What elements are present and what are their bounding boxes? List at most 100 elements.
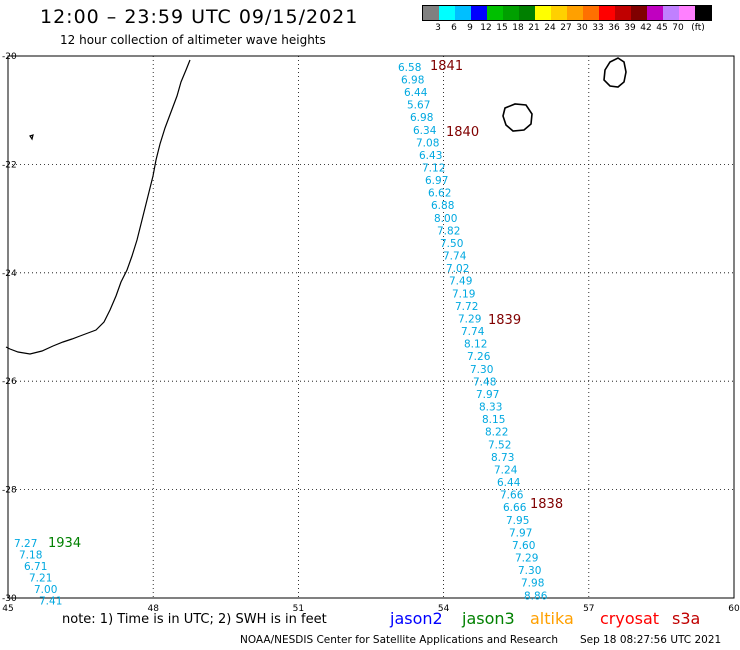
latitude-label: -30 <box>2 594 17 604</box>
pass-time-label: 1841 <box>430 59 463 74</box>
color-legend: 3 6 9 12 15 18 21 24 27 30 33 36 39 42 45 70 (ft) <box>422 5 712 37</box>
legend-tick-label: (ft) <box>691 23 705 33</box>
wave-height-label: 7.30 <box>470 364 493 376</box>
legend-tick-label: 9 <box>467 23 473 33</box>
legend-swatch <box>455 6 471 20</box>
legend-tick-label: 33 <box>592 23 604 33</box>
mauritius-island <box>603 57 627 88</box>
wave-height-label: 6.98 <box>410 112 433 124</box>
legend-swatch <box>679 6 695 20</box>
pass-time-label: 1840 <box>446 125 479 140</box>
pass-time-label: 1838 <box>530 497 563 512</box>
latitude-label: -26 <box>2 377 17 387</box>
legend-ticks: 3 6 9 12 15 18 21 24 27 30 33 36 39 42 45 70 (ft) <box>422 21 712 35</box>
generated-timestamp: Sep 18 08:27:56 UTC 2021 <box>580 634 722 646</box>
coastline <box>5 57 627 355</box>
legend-swatches <box>422 5 712 21</box>
wave-height-label: 7.08 <box>416 137 439 149</box>
legend-swatch <box>439 6 455 20</box>
chart-subtitle: 12 hour collection of altimeter wave hei… <box>60 33 326 47</box>
wave-height-label: 7.24 <box>494 464 518 476</box>
satellite-jason3: jason3 <box>462 609 515 628</box>
madagascar-coastline <box>5 59 191 355</box>
pass-time-label: 1839 <box>488 313 521 328</box>
wave-height-label: 7.74 <box>443 251 467 263</box>
legend-swatch <box>487 6 503 20</box>
legend-tick-label: 18 <box>512 23 524 33</box>
wave-height-label: 6.34 <box>413 125 437 137</box>
longitude-label: 45 <box>2 604 13 614</box>
latitude-label: -28 <box>2 486 17 496</box>
legend-tick-label: 45 <box>656 23 668 33</box>
wave-height-label: 7.12 <box>422 162 445 174</box>
satellite-cryosat: cryosat <box>600 609 660 628</box>
legend-swatch <box>615 6 631 20</box>
longitude-label: 54 <box>438 604 450 614</box>
wave-height-label: 6.58 <box>398 62 421 74</box>
longitude-label: 57 <box>583 604 594 614</box>
legend-tick-label: 42 <box>640 23 652 33</box>
wave-height-label: 7.60 <box>512 540 535 552</box>
wave-height-label: 7.41 <box>39 596 62 608</box>
legend-tick-label: 15 <box>496 23 508 33</box>
legend-swatch <box>551 6 567 20</box>
map-frame <box>7 55 735 599</box>
legend-swatch <box>583 6 599 20</box>
wave-height-label: 6.98 <box>401 74 424 86</box>
wave-height-label: 7.74 <box>461 326 485 338</box>
wave-height-label: 7.72 <box>455 301 478 313</box>
legend-swatch <box>663 6 679 20</box>
chart-title: 12:00 – 23:59 UTC 09/15/2021 <box>40 6 359 28</box>
legend-tick-label: 12 <box>480 23 492 33</box>
legend-tick-label: 6 <box>451 23 457 33</box>
wave-height-label: 8.86 <box>524 590 548 602</box>
legend-tick-label: 21 <box>528 23 540 33</box>
wave-height-label: 6.44 <box>497 477 521 489</box>
wave-height-label: 7.26 <box>467 351 491 363</box>
wave-height-label: 5.67 <box>407 100 430 112</box>
wave-height-label: 6.62 <box>428 188 451 200</box>
wave-height-label: 8.33 <box>479 402 502 414</box>
wave-height-label: 7.82 <box>437 225 460 237</box>
longitude-label: 51 <box>293 604 304 614</box>
legend-swatch <box>503 6 519 20</box>
wave-height-label: 7.19 <box>452 288 475 300</box>
small-island <box>29 134 34 141</box>
wave-height-label: 8.12 <box>464 339 487 351</box>
wave-height-label: 7.29 <box>515 553 538 565</box>
wave-height-label: 8.73 <box>491 452 514 464</box>
track-labels: 6.586.986.445.676.986.347.086.437.126.97… <box>14 59 563 608</box>
wave-height-label: 6.71 <box>24 561 47 573</box>
wave-height-label: 7.49 <box>449 276 472 288</box>
wave-height-label: 7.66 <box>500 490 524 502</box>
satellite-s3a: s3a <box>672 609 701 628</box>
legend-swatch <box>535 6 551 20</box>
latitude-label: -24 <box>2 269 17 279</box>
credit-text: NOAA/NESDIS Center for Satellite Applica… <box>240 634 558 646</box>
wave-height-label: 7.52 <box>488 439 511 451</box>
wave-height-label: 7.00 <box>34 584 57 596</box>
wave-height-label: 7.27 <box>14 538 37 550</box>
wave-height-label: 6.97 <box>425 175 448 187</box>
legend-swatch <box>423 6 439 20</box>
wave-height-label: 6.44 <box>404 87 428 99</box>
pass-time-label: 1934 <box>48 536 81 551</box>
wave-height-label: 8.00 <box>434 213 457 225</box>
longitude-label: 48 <box>147 604 159 614</box>
wave-height-label: 7.02 <box>446 263 469 275</box>
legend-swatch <box>695 6 711 20</box>
map-grid: 45 48 51 54 57 60 -20 -22 -24 -26 -28 -30 <box>2 52 740 614</box>
wave-height-label: 6.88 <box>431 200 454 212</box>
latitude-label: -22 <box>2 160 17 170</box>
wave-height-label: 8.15 <box>482 414 505 426</box>
legend-swatch <box>567 6 583 20</box>
legend-tick-label: 70 <box>672 23 684 33</box>
satellite-jason2: jason2 <box>390 609 443 628</box>
legend-tick-label: 39 <box>624 23 636 33</box>
legend-tick-label: 30 <box>576 23 588 33</box>
wave-height-label: 7.98 <box>521 578 544 590</box>
legend-swatch <box>519 6 535 20</box>
wave-height-label: 7.18 <box>19 550 42 562</box>
wave-height-label: 7.21 <box>29 573 52 585</box>
